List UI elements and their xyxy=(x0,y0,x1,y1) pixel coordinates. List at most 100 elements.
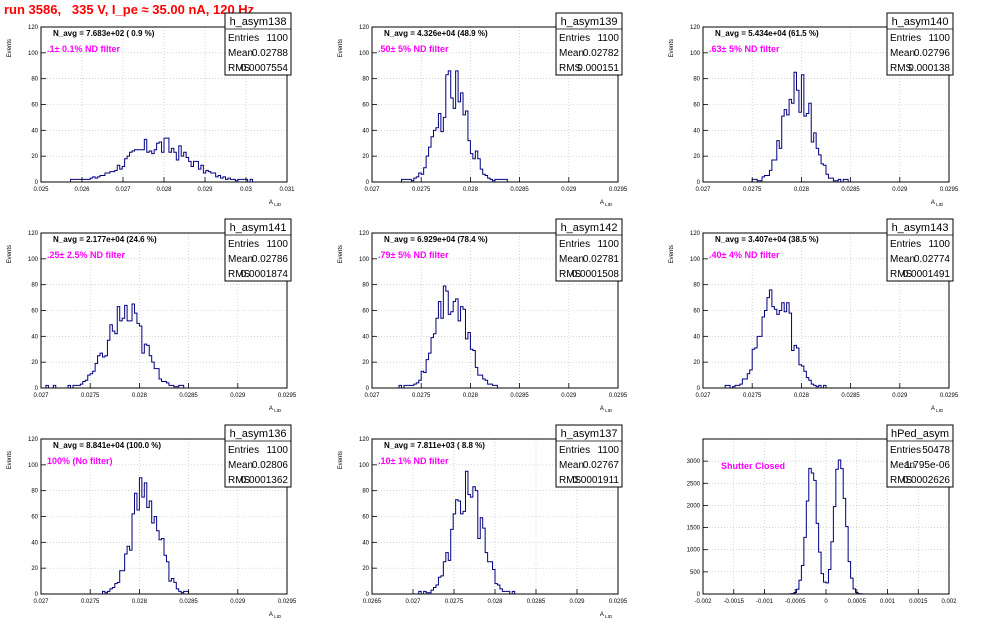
filter-label: 100% (No filter) xyxy=(47,456,113,466)
x-tick-label: 0.029 xyxy=(230,393,246,399)
y-tick-label: 120 xyxy=(359,437,370,443)
y-tick-label: 1500 xyxy=(687,526,701,532)
y-tick-label: 120 xyxy=(359,25,370,31)
y-tick-label: 60 xyxy=(31,515,38,521)
histogram-name: h_asym136 xyxy=(230,428,287,440)
navg-label: N_avg = 2.177e+04 (24.6 %) xyxy=(53,235,157,244)
x-tick-label: 0.0285 xyxy=(841,393,860,399)
filter-label: .50± 5% ND filter xyxy=(378,44,449,54)
x-tick-label: 0.027 xyxy=(33,599,49,605)
stats-label: Entries xyxy=(890,33,921,44)
stats-value: 0.0002626 xyxy=(903,475,951,486)
x-tick-label: -0.0015 xyxy=(724,599,745,605)
x-tick-label: 0.0295 xyxy=(609,393,628,399)
y-tick-label: 60 xyxy=(362,515,369,521)
histogram-name: h_asym138 xyxy=(230,16,287,28)
stats-value: 1100 xyxy=(266,445,288,456)
y-axis-title: Events xyxy=(669,39,675,57)
stats-label: RMS xyxy=(228,63,251,74)
y-tick-label: 120 xyxy=(359,231,370,237)
stats-label: RMS xyxy=(228,475,251,486)
x-tick-label: 0.027 xyxy=(364,393,380,399)
y-tick-label: 1000 xyxy=(687,548,701,554)
navg-label: N_avg = 8.841e+04 (100.0 %) xyxy=(53,441,161,450)
pad-h_asym136: 0.027 0.0275 0.028 0.0285 0.029 0.0295 0 20 40 60… xyxy=(7,424,297,619)
x-tick-label: 0.0285 xyxy=(527,599,546,605)
x-tick-label: 0.0295 xyxy=(609,599,628,605)
x-axis-title: A LID xyxy=(931,200,944,207)
y-axis-title: Events xyxy=(338,451,344,469)
y-tick-label: 40 xyxy=(693,128,700,134)
x-tick-label: 0.028 xyxy=(794,393,810,399)
y-tick-label: 20 xyxy=(362,154,369,160)
stats-label: Entries xyxy=(228,33,259,44)
stats-box xyxy=(555,218,623,282)
pad-h_asym143: 0.027 0.0275 0.028 0.0285 0.029 0.0295 0 20 40 60… xyxy=(669,218,959,413)
x-tick-label: -0.001 xyxy=(756,599,774,605)
pad-h_asym142: 0.027 0.0275 0.028 0.0285 0.029 0.0295 0 20 40 60… xyxy=(338,218,628,413)
y-tick-label: 100 xyxy=(28,257,39,263)
y-axis-title: Events xyxy=(338,39,344,57)
x-tick-label: 0.029 xyxy=(561,187,577,193)
histogram-name: h_asym137 xyxy=(561,428,618,440)
x-tick-label: 0.028 xyxy=(463,393,479,399)
y-tick-label: 0 xyxy=(697,386,701,392)
histogram-line xyxy=(41,303,287,389)
x-axis-title: A LID xyxy=(269,612,282,619)
y-tick-label: 3000 xyxy=(687,459,701,465)
filter-label: Shutter Closed xyxy=(721,461,785,471)
y-tick-label: 20 xyxy=(31,154,38,160)
y-axis-title: Events xyxy=(669,245,675,263)
navg-label: N_avg = 5.434e+04 (61.5 %) xyxy=(715,29,819,38)
y-tick-label: 0 xyxy=(35,180,39,186)
stats-value: 50478 xyxy=(922,445,950,456)
y-tick-label: 0 xyxy=(366,180,370,186)
stats-value: 0.02796 xyxy=(914,48,951,59)
stats-label: Mean xyxy=(228,460,253,471)
y-tick-label: 0 xyxy=(35,386,39,392)
stats-value: 0.02781 xyxy=(583,254,620,265)
x-tick-label: -0.002 xyxy=(694,599,712,605)
stats-label: Mean xyxy=(228,254,253,265)
histogram-name: h_asym143 xyxy=(892,222,949,234)
y-tick-label: 0 xyxy=(35,592,39,598)
stats-label: RMS xyxy=(559,475,582,486)
y-tick-label: 60 xyxy=(31,309,38,315)
filter-label: .79± 5% ND filter xyxy=(378,250,449,260)
y-tick-label: 60 xyxy=(362,309,369,315)
y-tick-label: 20 xyxy=(31,360,38,366)
x-axis-title: A LID xyxy=(600,612,613,619)
x-tick-label: 0 xyxy=(824,599,828,605)
y-tick-label: 0 xyxy=(366,592,370,598)
x-tick-label: 0.0295 xyxy=(278,599,297,605)
stats-value: 1100 xyxy=(597,445,619,456)
x-axis-title: A LID xyxy=(931,406,944,413)
y-axis-title: Events xyxy=(7,451,13,469)
x-tick-label: 0.0005 xyxy=(848,599,867,605)
stats-box xyxy=(886,424,954,488)
y-tick-label: 40 xyxy=(31,540,38,546)
stats-value: 1100 xyxy=(597,33,619,44)
pad-h_asym138: 0.025 0.026 0.027 0.028 0.029 0.03 0.031 0 20 40 6… xyxy=(7,12,295,207)
y-tick-label: 100 xyxy=(28,463,39,469)
stats-label: Mean xyxy=(228,48,253,59)
x-tick-label: 0.0285 xyxy=(510,393,529,399)
x-tick-label: 0.027 xyxy=(33,393,49,399)
y-tick-label: 40 xyxy=(31,128,38,134)
stats-label: Entries xyxy=(559,239,590,250)
stats-box xyxy=(886,12,954,76)
stats-label: RMS xyxy=(890,475,913,486)
y-tick-label: 40 xyxy=(362,128,369,134)
stats-value: 0.0007554 xyxy=(241,63,289,74)
stats-value: 0.0001362 xyxy=(241,475,289,486)
stats-label: Entries xyxy=(228,445,259,456)
y-tick-label: 80 xyxy=(362,489,369,495)
y-tick-label: 100 xyxy=(690,51,701,57)
x-tick-label: 0.029 xyxy=(569,599,585,605)
stats-value: 1100 xyxy=(928,33,950,44)
y-axis-title: Events xyxy=(7,39,13,57)
stats-label: Entries xyxy=(228,239,259,250)
histogram-line xyxy=(41,137,287,183)
x-tick-label: 0.0275 xyxy=(81,599,100,605)
stats-value: 0.02806 xyxy=(252,460,289,471)
